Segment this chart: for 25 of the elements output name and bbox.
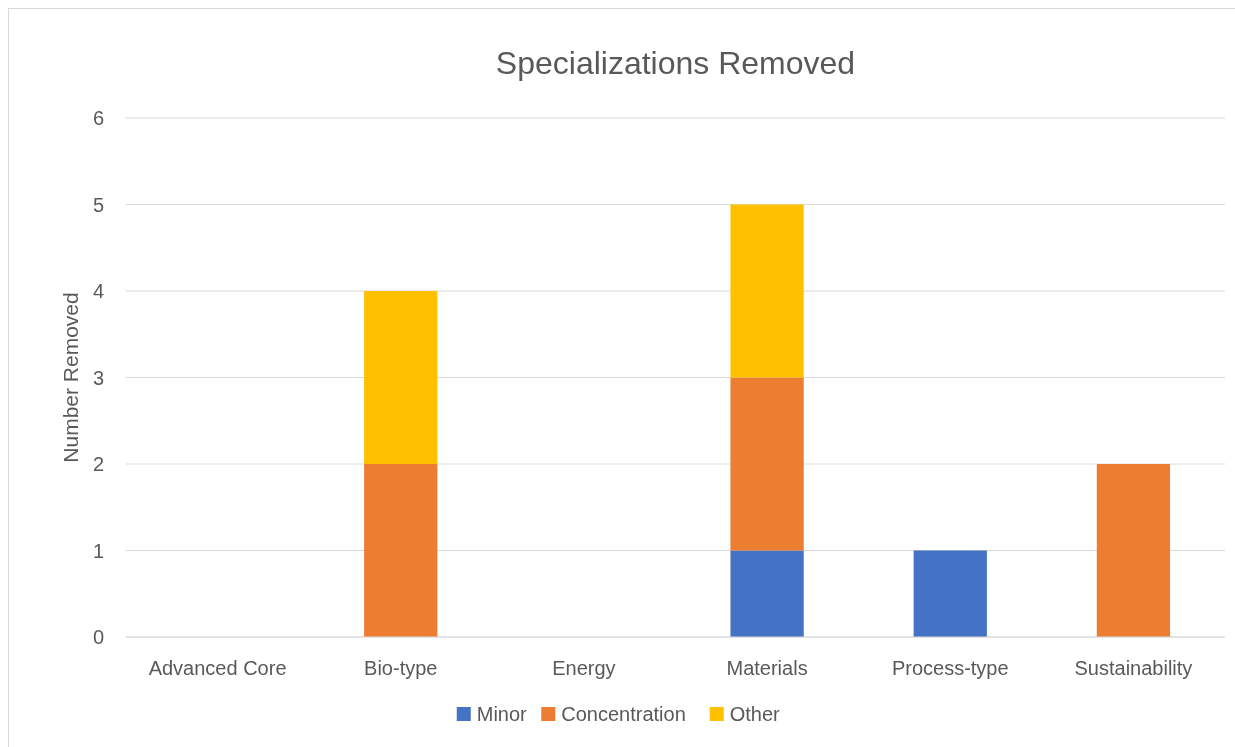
- bar: [730, 550, 804, 637]
- x-tick-label: Process-type: [891, 657, 1009, 679]
- y-axis-title: Number Removed: [59, 292, 82, 463]
- y-tick-label: 2: [92, 453, 104, 475]
- y-tick-label: 6: [92, 107, 104, 129]
- legend-label: Other: [729, 703, 781, 725]
- legend-label: Concentration: [561, 703, 686, 725]
- y-tick-label: 0: [92, 626, 104, 648]
- y-tick-label: 1: [92, 539, 104, 562]
- bar: [364, 291, 438, 464]
- x-tick-label: Materials: [726, 657, 808, 679]
- x-tick-label: Energy: [552, 657, 616, 679]
- bar: [913, 550, 987, 637]
- x-tick-label: Sustainability: [1074, 657, 1193, 679]
- legend-label: Minor: [476, 703, 528, 725]
- bar: [364, 464, 438, 637]
- y-tick-label: 5: [92, 193, 104, 216]
- bar: [730, 204, 804, 378]
- x-tick-label: Bio-type: [364, 657, 438, 679]
- chart-title: Specializations Removed: [495, 45, 856, 81]
- y-tick-label: 4: [92, 280, 104, 302]
- y-tick-label: 3: [92, 366, 104, 389]
- x-tick-label: Advanced Core: [148, 657, 287, 679]
- bar: [730, 377, 804, 551]
- bar: [1096, 464, 1171, 637]
